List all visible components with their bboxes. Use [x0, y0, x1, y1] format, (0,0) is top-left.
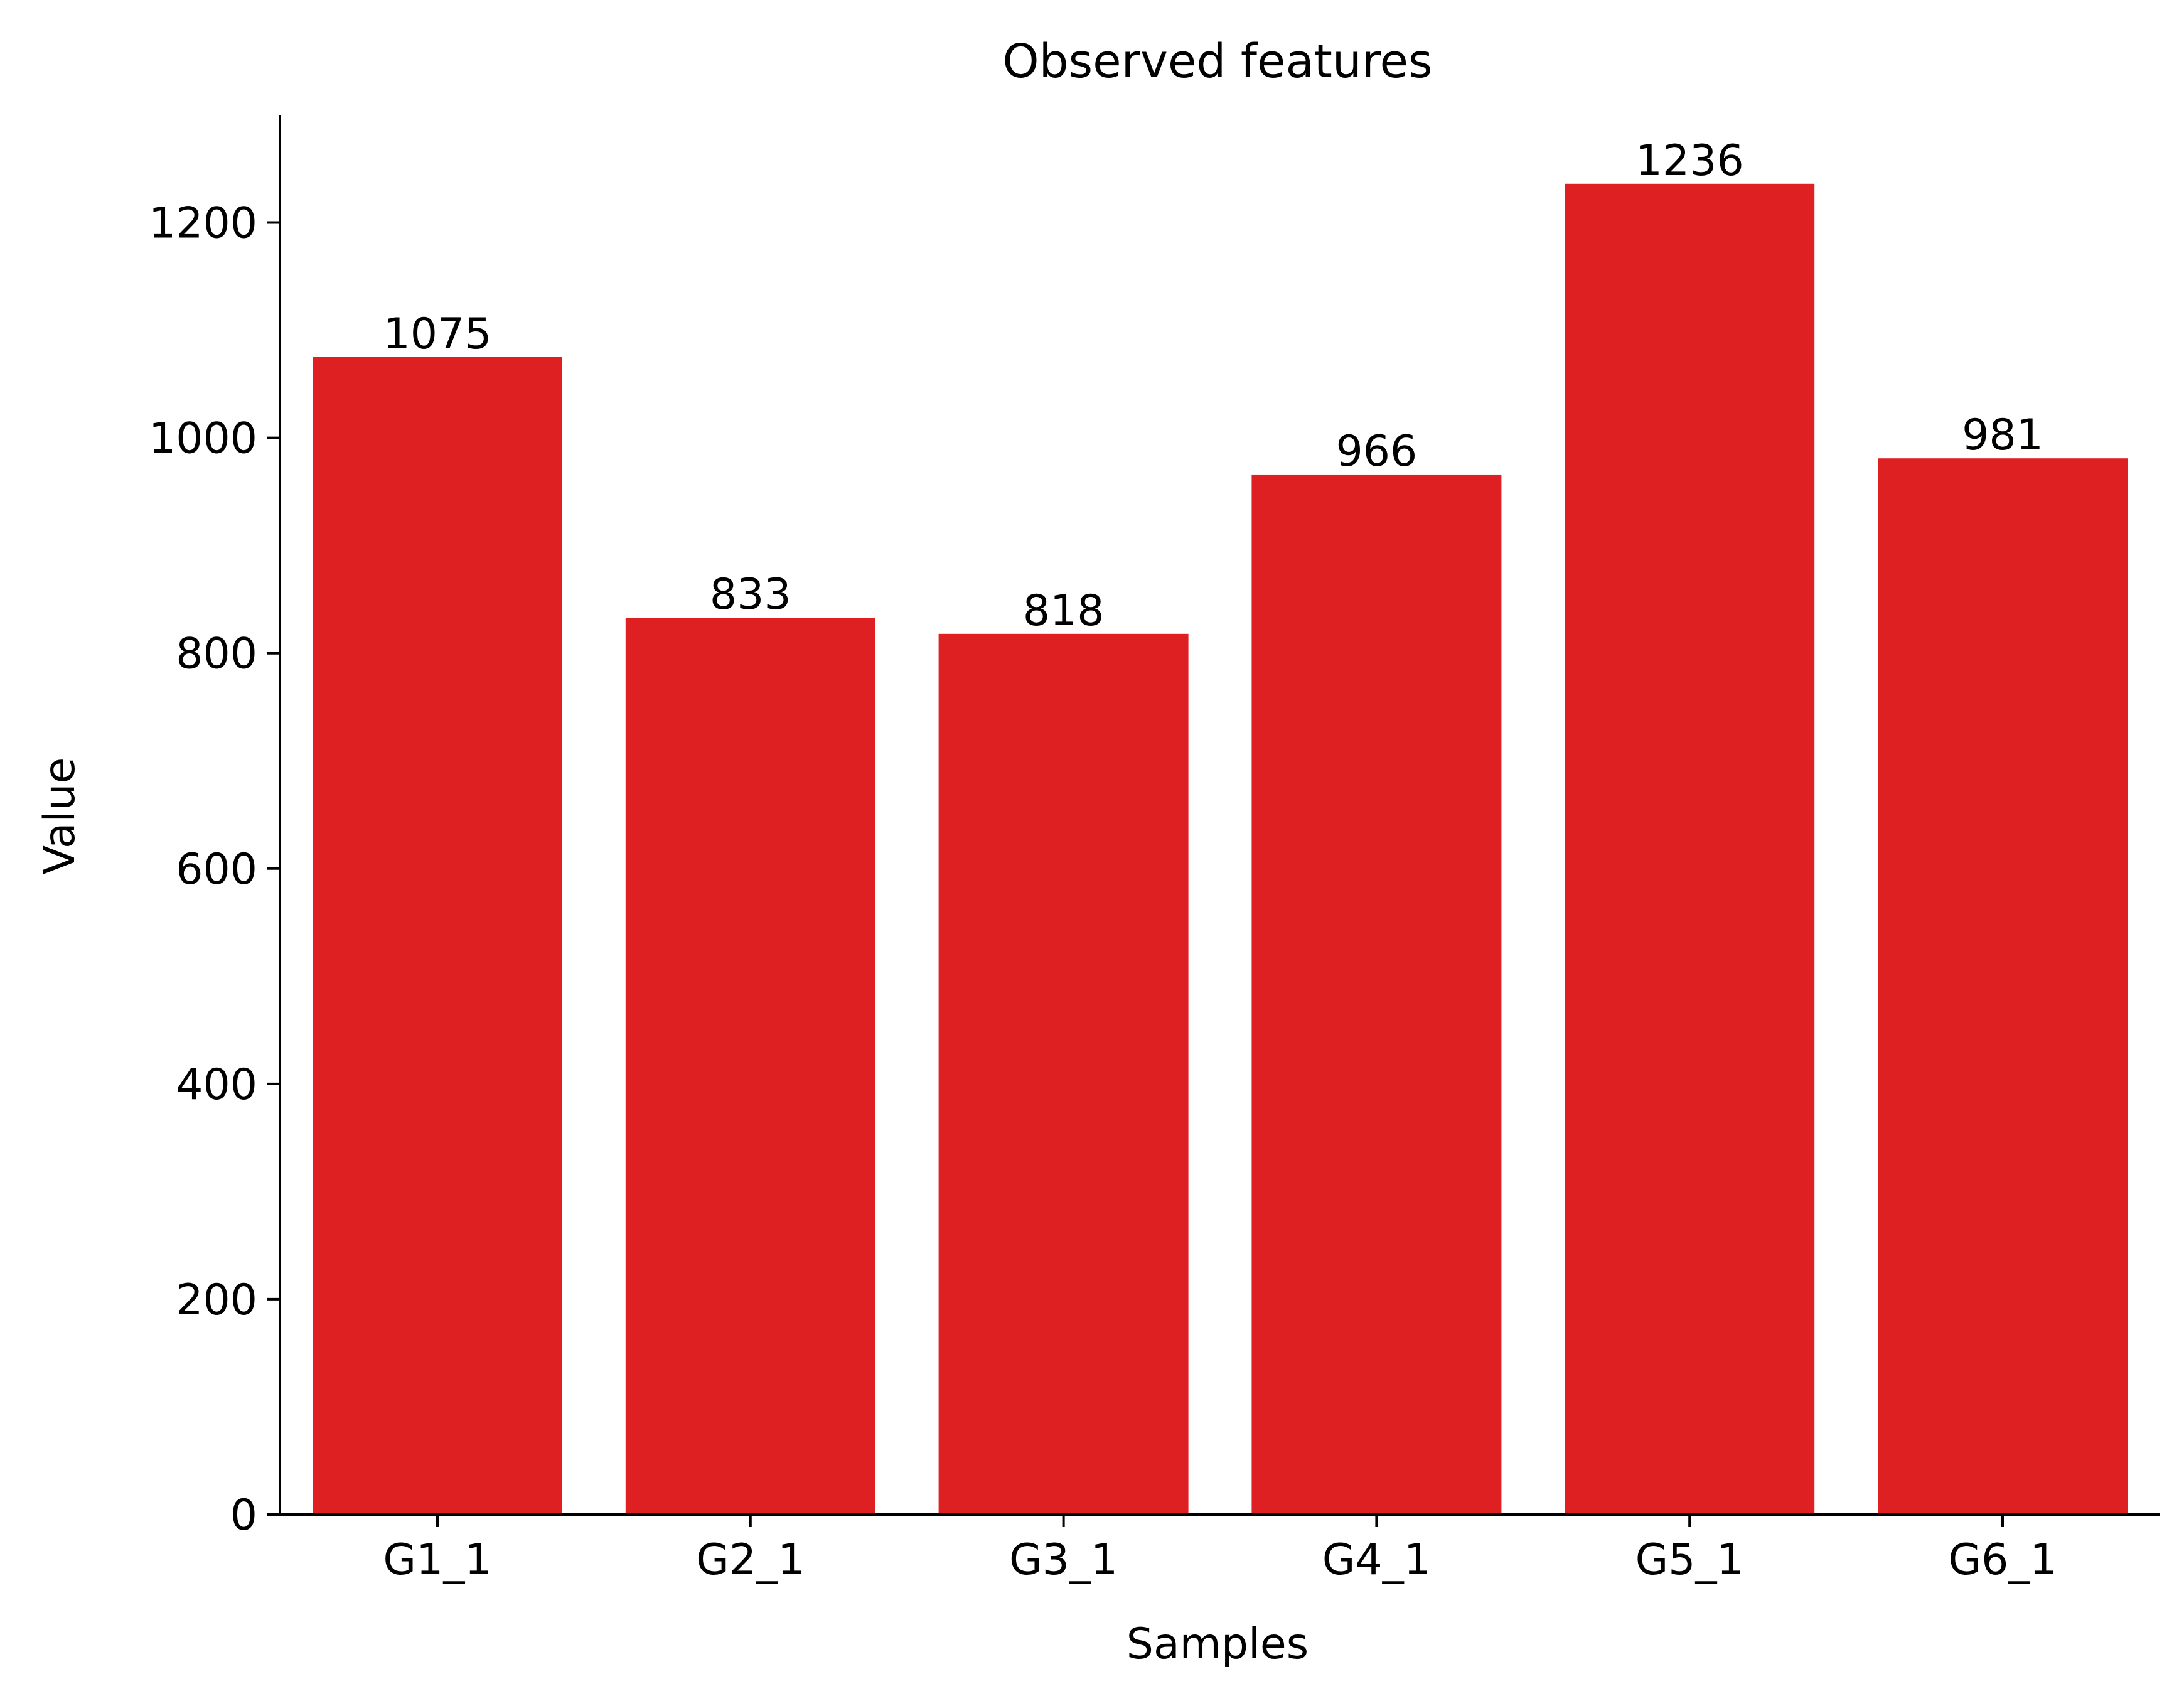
bars-group: [313, 183, 2128, 1515]
y-axis-label: Value: [35, 758, 85, 875]
data-label-G4_1: 966: [1336, 427, 1418, 476]
x-axis-label: Samples: [1127, 1619, 1309, 1669]
data-label-G3_1: 818: [1023, 586, 1105, 636]
x-tick-label-G5_1: G5_1: [1635, 1535, 1744, 1585]
chart-title: Observed features: [1002, 35, 1432, 89]
bar-labels-group: 1075 833 818 966 1236 981: [383, 136, 2043, 636]
bar-G1_1: [313, 357, 562, 1515]
x-tick-label-G6_1: G6_1: [1948, 1535, 2057, 1585]
y-tick-label-0: 0: [230, 1491, 257, 1540]
x-axis-ticks: G1_1 G2_1 G3_1 G4_1 G5_1 G6_1: [383, 1515, 2057, 1585]
x-tick-label-G2_1: G2_1: [696, 1535, 805, 1585]
x-tick-label-G1_1: G1_1: [383, 1535, 491, 1585]
y-tick-label-1000: 1000: [149, 414, 257, 464]
x-tick-label-G4_1: G4_1: [1322, 1535, 1431, 1585]
data-label-G2_1: 833: [710, 570, 791, 620]
bar-G4_1: [1251, 474, 1502, 1515]
bar-G5_1: [1565, 183, 1815, 1515]
y-tick-label-1200: 1200: [149, 199, 257, 249]
data-label-G5_1: 1236: [1635, 136, 1744, 186]
bar-G6_1: [1878, 458, 2128, 1515]
y-axis-ticks: 0 200 400 600 800 1000 1200: [149, 199, 280, 1540]
data-label-G1_1: 1075: [383, 309, 491, 359]
y-tick-label-600: 600: [176, 845, 257, 894]
y-tick-label-400: 400: [176, 1060, 257, 1110]
y-tick-label-800: 800: [176, 630, 257, 679]
bar-G3_1: [938, 633, 1189, 1515]
x-tick-label-G3_1: G3_1: [1009, 1535, 1118, 1585]
data-label-G6_1: 981: [1962, 410, 2043, 460]
y-tick-label-200: 200: [176, 1275, 257, 1325]
bar-G2_1: [625, 618, 875, 1515]
